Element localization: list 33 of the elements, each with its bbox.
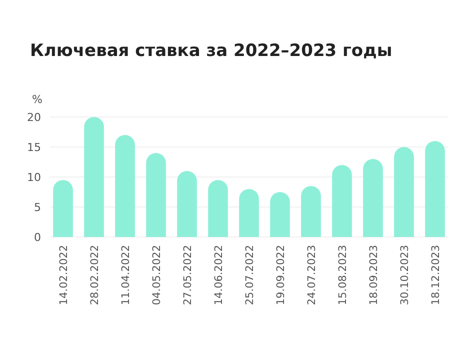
bar — [208, 180, 228, 237]
bar — [394, 147, 414, 237]
x-tick-label: 14.06.2022 — [213, 245, 226, 306]
y-axis-title: % — [32, 93, 42, 106]
x-tick-label: 27.05.2022 — [182, 245, 194, 306]
chart-title: Ключевая ставка за 2022–2023 годы — [30, 41, 392, 61]
bar — [53, 180, 73, 237]
x-tick-label: 25.07.2022 — [244, 245, 256, 306]
y-tick-label: 15 — [27, 140, 41, 154]
bar — [115, 135, 135, 237]
bar — [146, 153, 166, 237]
bar — [239, 189, 259, 237]
x-tick-label: 15.08.2023 — [336, 245, 349, 306]
x-tick-label: 18.09.2023 — [368, 245, 380, 306]
bar — [363, 159, 383, 237]
bar — [270, 192, 290, 237]
x-tick-label: 18.12.2023 — [430, 245, 442, 306]
y-tick-label: 10 — [27, 170, 41, 184]
bar — [301, 186, 321, 237]
x-tick-label: 30.10.2023 — [398, 245, 411, 306]
bar — [332, 165, 352, 237]
bar — [425, 141, 445, 237]
bar — [84, 117, 104, 237]
y-tick-label: 0 — [34, 230, 41, 244]
x-tick-label: 19.09.2022 — [274, 245, 287, 306]
bar — [177, 171, 197, 237]
x-tick-label: 24.07.2023 — [306, 245, 318, 306]
y-tick-label: 20 — [27, 110, 41, 124]
x-tick-label: 04.05.2022 — [151, 245, 164, 306]
y-tick-label: 5 — [34, 200, 41, 214]
x-tick-label: 28.02.2022 — [89, 245, 102, 306]
x-tick-label: 14.02.2022 — [58, 245, 70, 306]
x-tick-label: 11.04.2022 — [120, 245, 132, 306]
